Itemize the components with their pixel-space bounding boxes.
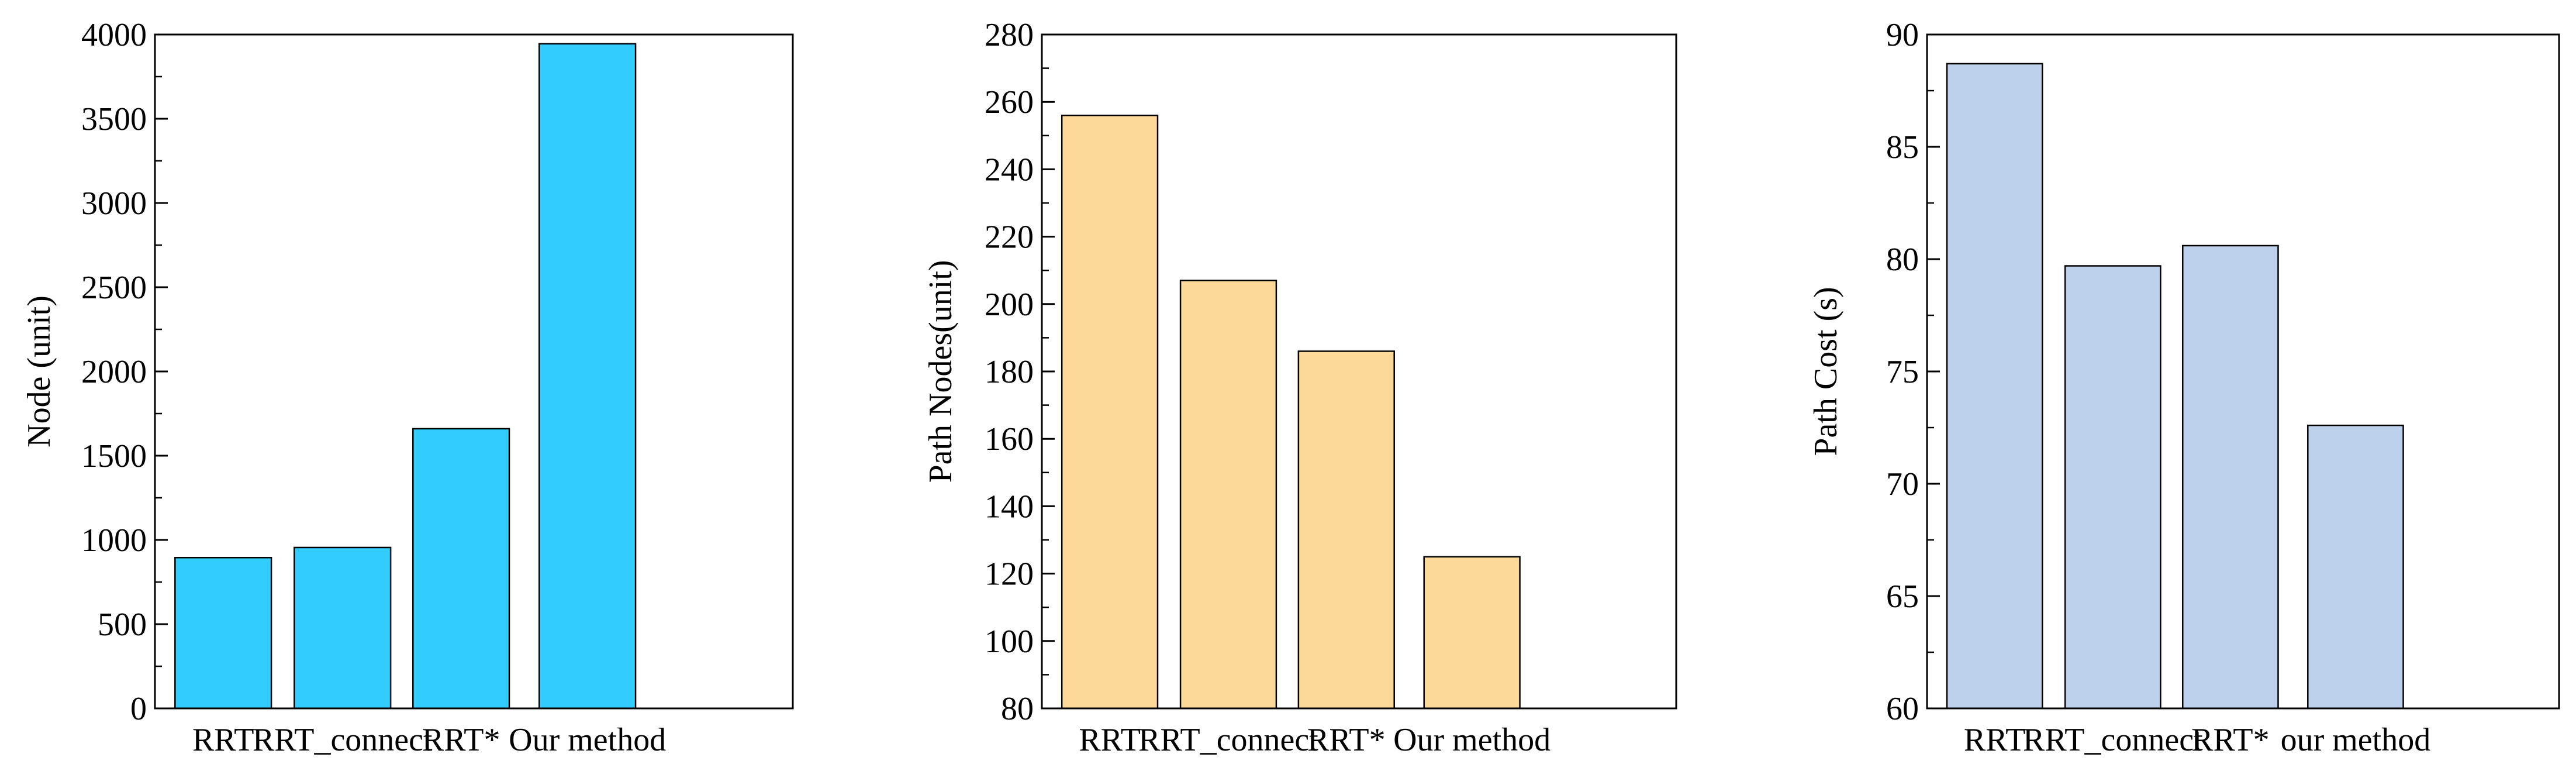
y-axis-label: Path Nodes(unit): [923, 260, 959, 483]
bar-rrt: [174, 556, 272, 710]
y-tick-label: 65: [1886, 579, 1919, 615]
x-tick-label: Our method: [1393, 722, 1551, 758]
y-tick-label: 3500: [81, 101, 147, 137]
y-axis-label: Node (unit): [21, 295, 57, 447]
bar-rrt: [1946, 63, 2043, 710]
bar-our-method: [2307, 424, 2404, 710]
y-tick-label: 80: [1886, 242, 1919, 278]
y-tick-label: 75: [1886, 354, 1919, 390]
y-tick-label: 0: [130, 691, 147, 727]
x-tick-label: our method: [2281, 722, 2431, 758]
bar-our-method: [538, 43, 637, 710]
y-tick-label: 85: [1886, 129, 1919, 166]
y-tick-label: 120: [985, 556, 1034, 593]
node-count-chart: 0 500 1000 1500 2000 2500 3000 3500 4000 RRTRRT_c…: [21, 17, 794, 758]
y-tick-label: 180: [985, 354, 1034, 390]
y-tick-label: 220: [985, 219, 1034, 256]
y-tick-label: 100: [985, 624, 1034, 660]
y-tick-label: 160: [985, 421, 1034, 457]
x-tick-label: RRT_connect: [253, 722, 433, 758]
y-tick-label: 1000: [81, 522, 147, 559]
y-tick-label: 500: [98, 607, 147, 643]
bar-rrt-: [1297, 350, 1395, 710]
y-tick-label: 240: [985, 152, 1034, 188]
y-tick-label: 280: [985, 17, 1034, 53]
y-tick-label: 200: [985, 287, 1034, 323]
x-tick-label: RRT_connect: [1138, 722, 1318, 758]
y-tick-label: 3000: [81, 185, 147, 222]
x-tick-label: RRT_connect: [2023, 722, 2203, 758]
y-tick-label: 90: [1886, 17, 1919, 53]
y-tick-label: 2000: [81, 354, 147, 390]
y-tick-label: 4000: [81, 17, 147, 53]
x-tick-label: RRT*: [422, 722, 500, 758]
x-tick-label: RRT: [1079, 722, 1141, 758]
bar-rrt-: [2182, 245, 2279, 710]
y-tick-label: 80: [1001, 691, 1034, 727]
bar-rrt-connect: [293, 546, 392, 710]
y-tick-label: 60: [1886, 691, 1919, 727]
bar-rrt-connect: [2064, 265, 2161, 710]
x-tick-label: RRT: [192, 722, 254, 758]
x-tick-label: RRT*: [2191, 722, 2270, 758]
path-nodes-chart: 80 100 120 140 160 180 200 220 240 260 280 RRTRRT_c…: [923, 17, 1677, 758]
y-tick-label: 140: [985, 488, 1034, 525]
x-tick-label: RRT: [1964, 722, 2026, 758]
y-tick-label: 2500: [81, 270, 147, 306]
y-tick-label: 260: [985, 84, 1034, 121]
bar-rrt-connect: [1179, 280, 1277, 710]
y-axis-label: Path Cost (s): [1808, 287, 1844, 456]
x-tick-label: RRT*: [1307, 722, 1386, 758]
y-tick-label: 1500: [81, 438, 147, 474]
bar-our-method: [1423, 556, 1521, 710]
bar-rrt-: [412, 428, 510, 710]
bar-rrt: [1061, 114, 1159, 710]
y-tick-label: 70: [1886, 466, 1919, 502]
x-tick-label: Our method: [509, 722, 666, 758]
